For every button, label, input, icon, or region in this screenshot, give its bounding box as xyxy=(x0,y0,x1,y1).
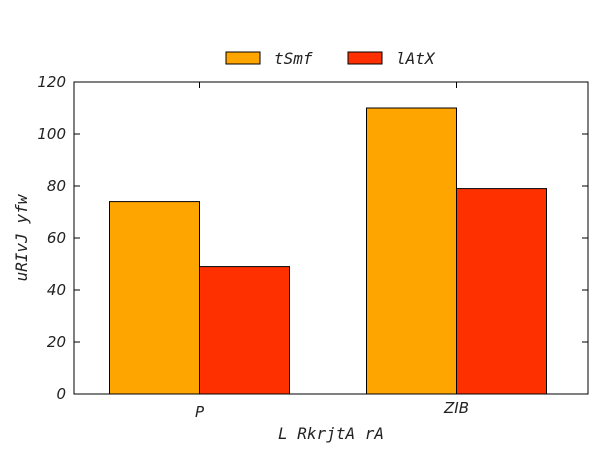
x-tick-label: ZIB xyxy=(443,399,469,417)
legend: tSmf lAtX xyxy=(225,49,436,68)
y-axis-label: uRIvJ yfw xyxy=(12,193,31,281)
y-tick-label: 60 xyxy=(47,229,66,247)
legend-label-tSmf: tSmf xyxy=(274,49,313,68)
x-tick-label: P xyxy=(195,403,205,421)
y-tick-label: 40 xyxy=(47,281,66,299)
x-axis: P ZIB xyxy=(195,82,469,421)
y-axis: 0 20 40 60 80 100 120 xyxy=(37,73,588,403)
y-tick-label: 100 xyxy=(37,125,66,143)
bars-group xyxy=(109,107,547,395)
y-tick-label: 0 xyxy=(56,385,66,403)
bar-lAtX-ZIB xyxy=(456,188,547,395)
legend-swatch-lAtX xyxy=(347,51,383,65)
legend-swatch-tSmf xyxy=(225,51,261,65)
x-axis-label: L RkrjtA rA xyxy=(278,424,384,443)
bar-tSmf-P xyxy=(109,201,200,395)
y-tick-label: 80 xyxy=(47,177,66,195)
legend-label-lAtX: lAtX xyxy=(396,49,436,68)
y-tick-label: 20 xyxy=(47,333,66,351)
bar-lAtX-P xyxy=(199,266,290,395)
y-tick-label: 120 xyxy=(37,73,66,91)
bar-tSmf-ZIB xyxy=(366,107,457,395)
